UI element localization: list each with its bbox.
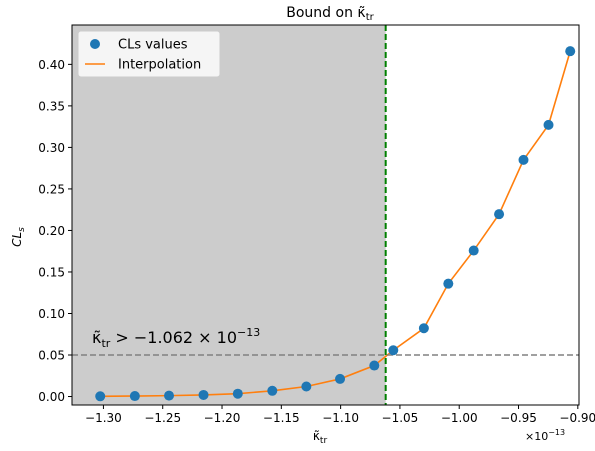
y-tick-label: 0.35	[38, 99, 65, 113]
title-text: Bound on	[286, 5, 357, 21]
chart-title: Bound on κ̃tr	[286, 5, 374, 23]
title-subscript: tr	[366, 12, 375, 23]
xlabel-symbol: κ̃	[313, 429, 320, 443]
xlabel-subscript: tr	[320, 436, 328, 446]
title-symbol: κ̃	[357, 5, 365, 21]
cls-point	[543, 119, 554, 130]
cls-point	[565, 46, 576, 57]
cls-point	[335, 373, 346, 384]
legend-marker-cls	[90, 39, 100, 49]
legend: CLs values Interpolation	[77, 30, 221, 78]
cls-point	[518, 154, 529, 165]
ylabel-subscript: s	[17, 227, 27, 232]
cls-point	[418, 323, 429, 334]
y-tick-label: 0.25	[38, 182, 65, 196]
legend-box	[77, 30, 221, 78]
legend-label-interpolation: Interpolation	[118, 58, 201, 73]
x-tick-label: −1.15	[263, 411, 300, 425]
cls-point	[388, 345, 399, 356]
legend-label-cls: CLs values	[118, 38, 188, 53]
plot-frame	[71, 24, 580, 406]
x-tick-label: −0.90	[559, 411, 595, 425]
x-axis-label: κ̃tr	[313, 429, 328, 446]
cls-point	[468, 245, 479, 256]
x-tick-label: −1.10	[322, 411, 359, 425]
cls-point	[232, 388, 243, 399]
x-offset-base: ×10	[525, 430, 548, 443]
cls-points	[95, 46, 576, 402]
x-axis: −1.30 −1.25 −1.20 −1.15 −1.10 −1.05 −1.00 −0.95…	[85, 405, 595, 425]
x-tick-label: −1.00	[441, 411, 478, 425]
x-tick-label: −0.95	[500, 411, 537, 425]
y-tick-label: 0.15	[38, 265, 65, 279]
y-tick-label: 0.20	[38, 224, 65, 238]
x-tick-label: −1.30	[85, 411, 122, 425]
cls-point	[198, 389, 209, 400]
y-axis: 0.00 0.05 0.10 0.15 0.20 0.25 0.30 0.35 0.40	[38, 58, 72, 404]
cls-point	[369, 360, 380, 371]
x-tick-label: −1.25	[144, 411, 181, 425]
cls-point	[443, 278, 454, 289]
cls-point	[301, 381, 312, 392]
excluded-region	[72, 25, 386, 405]
annotation-symbol: κ̃	[92, 328, 102, 347]
cls-point	[267, 385, 278, 396]
cls-point	[129, 391, 140, 402]
y-tick-label: 0.00	[38, 390, 65, 404]
y-tick-label: 0.40	[38, 58, 65, 72]
y-tick-label: 0.05	[38, 349, 65, 363]
cls-point	[164, 390, 175, 401]
x-tick-label: −1.20	[204, 411, 241, 425]
x-axis-offset: ×10−13	[525, 428, 565, 443]
bound-annotation: κ̃tr > −1.062 × 10−13	[92, 326, 260, 350]
x-offset-exponent: −13	[548, 428, 565, 437]
cls-point	[95, 391, 106, 402]
ylabel-main: CL	[10, 232, 24, 247]
y-tick-label: 0.10	[38, 307, 65, 321]
y-axis-label: CLs	[10, 227, 27, 247]
annotation-exponent: −13	[237, 326, 260, 339]
annotation-text: > −1.062 × 10	[110, 328, 237, 347]
cls-point	[494, 209, 505, 220]
y-tick-label: 0.30	[38, 141, 65, 155]
annotation-subscript: tr	[101, 337, 110, 350]
x-tick-label: −1.05	[382, 411, 419, 425]
